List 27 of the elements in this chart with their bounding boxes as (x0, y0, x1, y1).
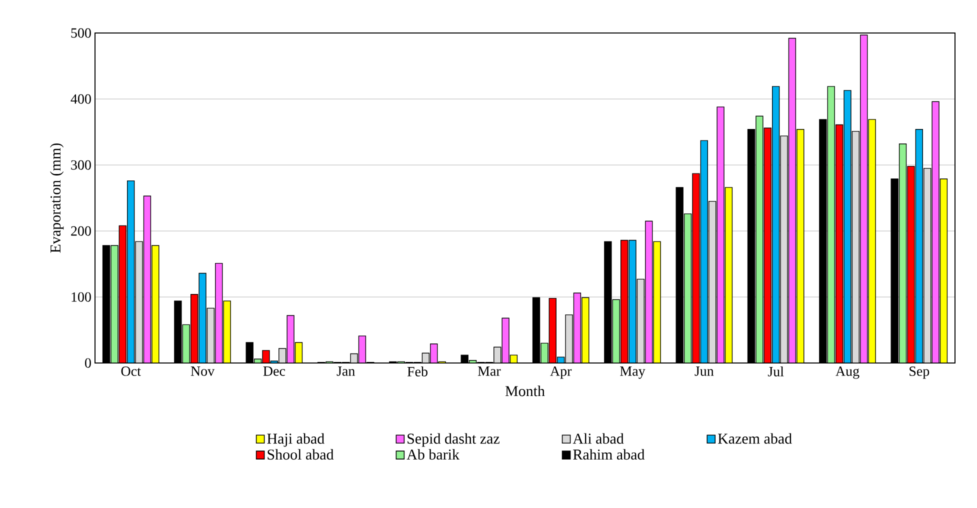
legend-label: Haji abad (267, 433, 324, 447)
y-tick-label: 300 (71, 160, 91, 170)
x-tick-label: Feb (407, 366, 428, 376)
legend-label: Sepid dasht zaz (408, 433, 500, 447)
legend-label: Shool abad (268, 449, 334, 460)
x-tick-label: Jan (336, 366, 355, 376)
x-axis-title: Month (505, 386, 545, 396)
x-tick-label: Jun (694, 366, 714, 376)
y-axis-title: Evaporation (mm) (50, 143, 64, 253)
x-tick-label: Apr (550, 366, 572, 379)
x-tick-label: Nov (190, 366, 215, 376)
y-tick-label: 0 (85, 358, 91, 368)
y-tick-label: 200 (71, 226, 91, 236)
legend-label: Ab barik (406, 449, 460, 460)
x-tick-label: Mar (478, 366, 501, 376)
legend-label: Ali abad (572, 433, 624, 444)
y-tick-label: 400 (70, 94, 91, 104)
x-tick-label: Jul (768, 366, 784, 376)
x-tick-label: Dec (263, 366, 286, 376)
x-tick-label: May (620, 366, 646, 379)
legend-label: Kazem abad (718, 433, 792, 444)
y-tick-label: 100 (72, 292, 91, 302)
x-tick-label: Aug (836, 366, 860, 379)
legend-label: Rahim abad (573, 449, 645, 460)
y-tick-label: 500 (71, 28, 91, 38)
x-tick-label: Sep (910, 366, 930, 379)
x-tick-label: Oct (121, 366, 141, 376)
